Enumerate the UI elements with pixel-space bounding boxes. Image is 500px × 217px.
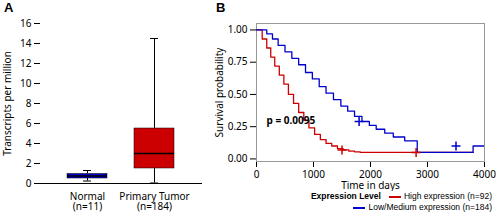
- svg-text:1.00: 1.00: [228, 22, 248, 36]
- svg-text:0.75: 0.75: [228, 54, 248, 68]
- svg-text:0.50: 0.50: [228, 87, 248, 101]
- svg-text:Time in days: Time in days: [341, 178, 400, 192]
- svg-text:2: 2: [26, 156, 32, 170]
- svg-text:3000: 3000: [416, 167, 439, 181]
- html-text:B: B: [216, 0, 226, 15]
- svg-text:4000: 4000: [473, 167, 496, 181]
- html-text:Expression Level: Expression Level: [311, 191, 381, 201]
- svg-text:p = 0.0095: p = 0.0095: [267, 113, 316, 127]
- svg-text:Normal(n=11): Normal(n=11): [70, 189, 105, 213]
- svg-text:0.25: 0.25: [228, 119, 248, 133]
- html-text:A: A: [4, 0, 14, 15]
- svg-text:14: 14: [20, 36, 32, 50]
- svg-text:Transcripts per million: Transcripts per million: [0, 51, 14, 156]
- html-text:Low/Medium expression (n=184): Low/Medium expression (n=184): [368, 202, 492, 212]
- svg-text:0: 0: [254, 167, 260, 181]
- svg-text:10: 10: [20, 76, 32, 90]
- svg-text:6: 6: [26, 116, 32, 130]
- svg-text:Primary Tumor(n=184): Primary Tumor(n=184): [119, 189, 189, 213]
- svg-text:0.00: 0.00: [228, 151, 248, 165]
- svg-text:2000: 2000: [359, 166, 382, 181]
- svg-text:12: 12: [20, 56, 32, 70]
- svg-text:4: 4: [26, 136, 32, 150]
- svg-text:8: 8: [26, 96, 32, 110]
- svg-text:Survival probability: Survival probability: [212, 47, 226, 138]
- svg-text:0: 0: [26, 176, 32, 190]
- html-text:High expression (n=92): High expression (n=92): [403, 191, 492, 201]
- svg-text:1000: 1000: [302, 167, 325, 181]
- svg-text:16: 16: [20, 16, 32, 30]
